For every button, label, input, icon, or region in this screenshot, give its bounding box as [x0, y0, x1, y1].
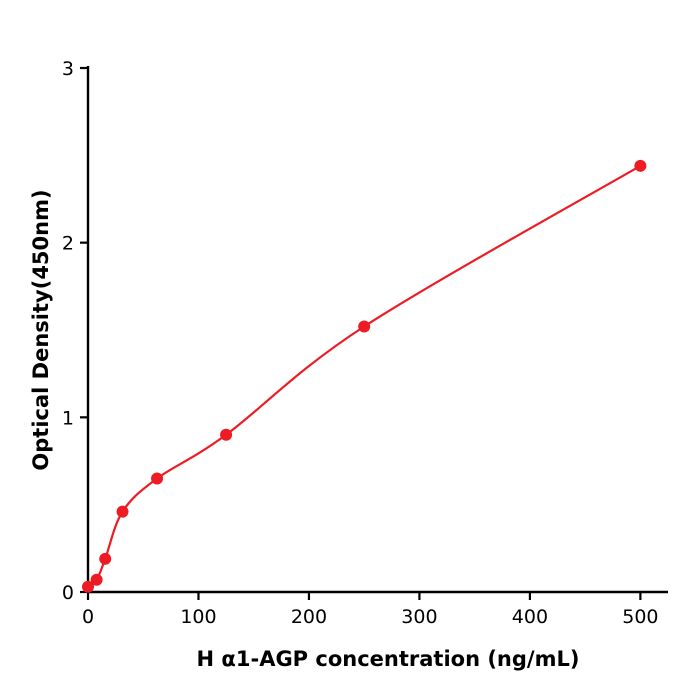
plot-area: 0 100 200 300 400 500 0 1 2 3 [62, 58, 668, 628]
x-tick-label: 400 [512, 606, 548, 628]
data-point [151, 472, 164, 485]
y-tick-label: 0 [62, 582, 74, 604]
data-point [358, 320, 371, 333]
data-point [634, 159, 647, 172]
y-axis-label: Optical Density(450nm) [29, 189, 53, 470]
x-tick-label: 500 [622, 606, 658, 628]
data-point [99, 552, 112, 565]
x-tick-label: 300 [401, 606, 437, 628]
x-tick-label: 0 [82, 606, 94, 628]
data-point [90, 573, 103, 586]
x-axis-label: H α1-AGP concentration (ng/mL) [197, 647, 580, 671]
data-point [82, 580, 94, 593]
y-tick-label: 2 [62, 233, 74, 255]
data-point [116, 505, 129, 518]
x-tick-label: 100 [180, 606, 216, 628]
fitted-curve [86, 164, 642, 588]
data-point [220, 428, 233, 441]
y-tick-label: 1 [62, 407, 74, 429]
y-tick-label: 3 [62, 58, 74, 80]
x-tick-label: 200 [291, 606, 327, 628]
